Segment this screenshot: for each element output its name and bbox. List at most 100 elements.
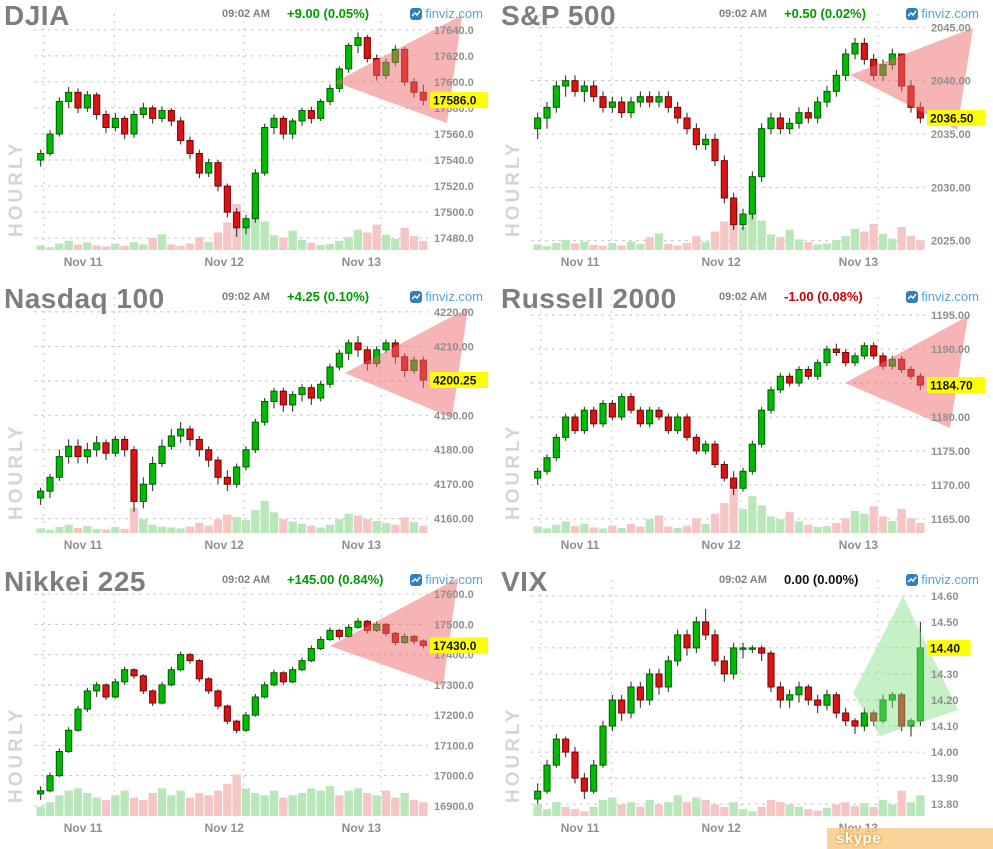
volume-bar bbox=[692, 797, 701, 816]
candle-body bbox=[37, 790, 45, 795]
finviz-link[interactable]: finviz.com bbox=[906, 289, 979, 304]
finviz-icon bbox=[410, 290, 423, 303]
candlestick-plot: 17600.017500.017400.017300.017200.017100… bbox=[34, 578, 489, 835]
volume-bar bbox=[297, 239, 307, 250]
x-tick-label: Nov 12 bbox=[204, 821, 244, 835]
candle-body bbox=[205, 449, 213, 461]
quote-time: 09:02 AM bbox=[222, 291, 270, 303]
volume-bar bbox=[888, 521, 897, 533]
candle-body bbox=[177, 428, 185, 437]
volume-bar bbox=[64, 240, 73, 250]
y-tick-label: 13.80 bbox=[931, 799, 959, 811]
candle-body bbox=[289, 669, 297, 683]
volume-bar bbox=[185, 243, 195, 250]
candle-body bbox=[74, 708, 82, 731]
current-price-label: 2036.50 bbox=[930, 112, 974, 126]
volume-bar bbox=[204, 242, 213, 250]
volume-bar bbox=[344, 237, 353, 250]
finviz-link[interactable]: finviz.com bbox=[906, 6, 979, 21]
volume-bar bbox=[832, 804, 841, 816]
volume-bar bbox=[288, 230, 297, 250]
candle-body bbox=[636, 409, 644, 425]
volume-bar bbox=[36, 806, 45, 816]
candle-body bbox=[251, 172, 259, 220]
volume-bar bbox=[888, 804, 897, 816]
candle-body bbox=[46, 133, 54, 155]
volume-bar bbox=[748, 811, 757, 816]
candle-body bbox=[692, 621, 700, 649]
candle-body bbox=[307, 648, 315, 662]
candle-body bbox=[317, 100, 325, 119]
volume-bar bbox=[542, 528, 552, 533]
volume-bar bbox=[185, 797, 195, 816]
candle-body bbox=[767, 652, 775, 688]
volume-bar bbox=[748, 496, 757, 533]
candle-body bbox=[590, 764, 598, 792]
trend-annotation-arrow bbox=[853, 596, 958, 736]
volume-bar bbox=[785, 804, 794, 816]
skype-watermark[interactable]: skype bbox=[827, 828, 993, 849]
volume-bar bbox=[353, 229, 363, 250]
quote-change: 0.00 (0.00%) bbox=[784, 572, 859, 587]
candle-body bbox=[804, 112, 812, 119]
finviz-link[interactable]: finviz.com bbox=[410, 289, 483, 304]
volume-bar bbox=[654, 804, 664, 816]
volume-bar bbox=[288, 521, 297, 533]
candle-body bbox=[776, 375, 784, 391]
volume-bar bbox=[223, 222, 232, 250]
finviz-link[interactable]: finviz.com bbox=[410, 572, 483, 587]
candle-body bbox=[149, 690, 157, 704]
volume-bar bbox=[832, 522, 841, 533]
candle-body bbox=[543, 106, 551, 119]
finviz-label: finviz.com bbox=[425, 6, 483, 21]
volume-bar bbox=[869, 806, 878, 816]
volume-bar bbox=[869, 506, 878, 533]
candle-body bbox=[55, 100, 63, 135]
candle-body bbox=[205, 678, 213, 692]
x-tick-label: Nov 11 bbox=[64, 538, 103, 552]
volume-bar bbox=[55, 243, 64, 250]
finviz-link[interactable]: finviz.com bbox=[906, 572, 979, 587]
y-tick-label: 4190.00 bbox=[434, 410, 474, 422]
candle-body bbox=[552, 85, 560, 108]
finviz-icon bbox=[906, 290, 919, 303]
candle-body bbox=[823, 90, 831, 103]
x-tick-label: Nov 11 bbox=[561, 538, 600, 552]
finviz-label: finviz.com bbox=[425, 289, 483, 304]
volume-bar bbox=[794, 806, 804, 816]
volume-bar bbox=[325, 786, 335, 816]
finviz-link[interactable]: finviz.com bbox=[410, 6, 483, 21]
volume-bar bbox=[391, 524, 400, 533]
volume-bar bbox=[757, 220, 766, 250]
candle-body bbox=[121, 117, 129, 135]
candle-body bbox=[242, 218, 250, 229]
volume-bar bbox=[813, 810, 822, 816]
candle-body bbox=[83, 94, 91, 109]
y-tick-label: 4210.00 bbox=[434, 341, 474, 353]
volume-bar bbox=[129, 242, 139, 250]
timeframe-label: HOURLY bbox=[6, 140, 27, 237]
candle-body bbox=[195, 153, 203, 174]
candle-body bbox=[326, 87, 334, 102]
candle-body bbox=[683, 634, 691, 649]
y-tick-label: 1180.00 bbox=[931, 412, 970, 424]
candle-body bbox=[186, 654, 194, 662]
volume-bar bbox=[279, 237, 288, 250]
y-tick-label: 17600.0 bbox=[434, 589, 474, 601]
volume-bar bbox=[626, 802, 636, 816]
volume-bar bbox=[916, 240, 925, 250]
candle-body bbox=[823, 694, 831, 706]
volume-bar bbox=[92, 245, 101, 250]
volume-bar bbox=[176, 245, 185, 250]
candle-body bbox=[776, 117, 784, 130]
candle-body bbox=[730, 647, 738, 675]
candle-body bbox=[664, 96, 672, 108]
volume-bar bbox=[409, 521, 419, 533]
y-tick-label: 17300.0 bbox=[434, 680, 474, 692]
candle-body bbox=[851, 42, 859, 55]
volume-bar bbox=[654, 515, 664, 533]
candle-body bbox=[767, 117, 775, 130]
candle-body bbox=[590, 409, 598, 425]
volume-bar bbox=[776, 802, 785, 816]
